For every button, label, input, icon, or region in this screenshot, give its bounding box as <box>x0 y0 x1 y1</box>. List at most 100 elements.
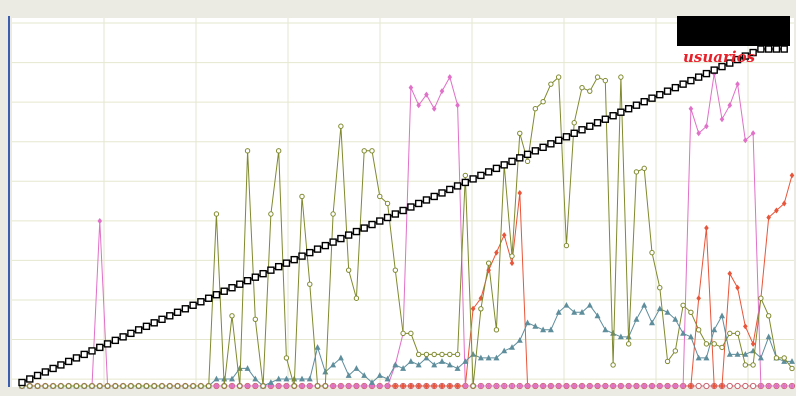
series-3-point-53 <box>431 383 437 389</box>
series-3-point-56 <box>455 383 460 389</box>
series-5-point-88 <box>703 382 710 390</box>
series-0-point-66 <box>531 147 540 155</box>
series-0-point-63 <box>508 157 516 166</box>
series-0-point-56 <box>453 182 462 190</box>
series-0-point-77 <box>617 108 625 116</box>
series-1-point-52 <box>423 351 430 358</box>
series-1-point-24 <box>205 383 212 389</box>
series-0-point-80 <box>640 97 648 106</box>
series-1-point-31 <box>260 383 266 389</box>
series-1-point-60 <box>485 260 492 266</box>
series-2-point-63 <box>509 383 515 389</box>
series-3-point-49 <box>400 383 406 389</box>
series-1-point-96 <box>765 313 772 319</box>
series-1-point-26 <box>221 383 227 389</box>
series-1-point-7 <box>73 383 80 389</box>
series-0-point-65 <box>523 150 532 159</box>
series-0-point-39 <box>321 241 330 250</box>
series-3-point-54 <box>439 383 445 389</box>
series-2-point-82 <box>657 383 663 389</box>
series-4-point-87 <box>695 354 702 361</box>
series-2-point-90 <box>719 116 725 123</box>
series-2-point-94 <box>750 130 756 137</box>
series-4-point-85 <box>680 330 687 336</box>
series-4-point-88 <box>703 354 710 361</box>
series-0-point-91 <box>726 59 734 67</box>
series-0-point-95 <box>757 45 765 53</box>
series-1-point-16 <box>143 383 150 389</box>
series-1-point-89 <box>711 341 717 347</box>
series-2-point-87 <box>696 130 701 137</box>
series-0-point-35 <box>290 255 298 264</box>
series-1-point-74 <box>594 74 601 80</box>
series-0-point-92 <box>733 55 742 64</box>
series-1-point-23 <box>198 383 204 389</box>
series-1-point-3 <box>42 383 49 389</box>
series-3-point-98 <box>781 200 787 207</box>
series-0-point-43 <box>352 227 361 236</box>
series-1-point-76 <box>610 362 616 368</box>
series-2-point-88 <box>704 123 709 130</box>
series-4-point-75 <box>602 326 609 333</box>
series-1-point-90 <box>719 344 725 351</box>
series-0-point-11 <box>103 340 112 348</box>
series-1-point-98 <box>781 355 787 361</box>
series-2-point-74 <box>595 383 600 389</box>
series-4-point-83 <box>664 308 671 315</box>
series-3-point-59 <box>478 295 484 302</box>
series-0-point-45 <box>368 220 376 229</box>
series-1-point-86 <box>688 309 694 315</box>
series-1-point-54 <box>439 351 445 358</box>
series-0-point-81 <box>648 94 656 102</box>
series-0-point-90 <box>718 62 726 71</box>
series-0-point-21 <box>181 305 190 313</box>
series-0-point-48 <box>391 210 400 218</box>
series-1-point-94 <box>750 362 756 368</box>
series-0-point-5 <box>57 361 65 369</box>
series-2-point-34 <box>284 383 289 389</box>
series-1-point-43 <box>353 295 360 301</box>
series-1-point-93 <box>742 362 749 368</box>
series-2-point-76 <box>610 383 616 389</box>
series-4-point-40 <box>330 361 337 368</box>
series-1-point-37 <box>307 281 313 287</box>
series-0-point-24 <box>204 294 213 302</box>
series-3-point-88 <box>704 225 709 232</box>
series-1-point-36 <box>299 193 305 200</box>
series-1-point-1 <box>27 383 33 389</box>
series-1-point-95 <box>758 295 764 301</box>
series-3-point-94 <box>750 340 756 347</box>
series-1-point-41 <box>338 123 344 129</box>
series-0-point-84 <box>671 83 680 92</box>
series-2-point-93 <box>743 137 748 144</box>
series-0-point-72 <box>578 126 586 134</box>
series-1-point-71 <box>571 120 577 126</box>
series-4-point-27 <box>229 375 235 382</box>
series-1-point-40 <box>330 211 336 217</box>
series-0-point-36 <box>298 252 306 260</box>
series-1-point-77 <box>618 74 624 80</box>
series-1-point-82 <box>657 285 663 291</box>
series-1-point-73 <box>587 88 593 94</box>
series-2-point-51 <box>416 102 421 109</box>
series-2-point-42 <box>346 383 351 389</box>
series-0-point-53 <box>430 192 438 201</box>
series-1-point-18 <box>159 383 165 389</box>
series-2-point-91 <box>727 102 733 109</box>
series-0-point-46 <box>376 217 384 225</box>
series-2-point-60 <box>486 383 491 389</box>
series-1-point-42 <box>345 267 352 273</box>
series-4-point-29 <box>244 365 251 371</box>
series-0-point-37 <box>306 248 314 257</box>
series-2-point-72 <box>579 383 585 389</box>
series-5-point-93 <box>742 382 749 390</box>
series-3-point-96 <box>766 214 771 221</box>
series-2-point-52 <box>424 91 429 98</box>
series-4-point-81 <box>649 319 655 326</box>
series-1-point-34 <box>283 355 290 361</box>
series-3-point-86 <box>688 383 694 389</box>
series-1-point-44 <box>361 148 367 154</box>
series-0-point-64 <box>516 154 524 162</box>
series-4-point-65 <box>524 319 531 326</box>
series-1-point-56 <box>454 351 461 358</box>
